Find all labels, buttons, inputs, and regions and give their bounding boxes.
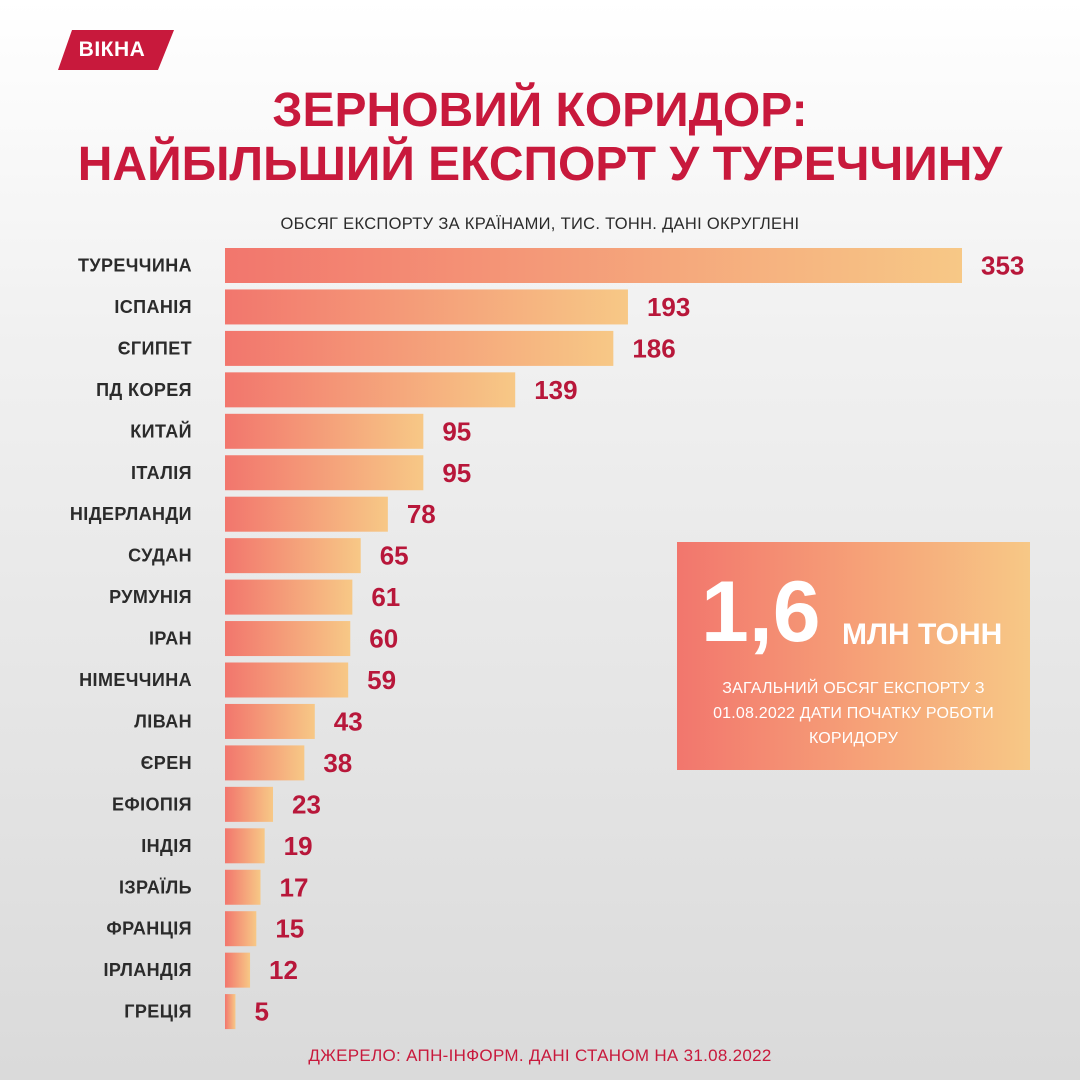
bar-5 [225, 455, 424, 491]
bar-17 [225, 952, 251, 988]
value-label: 95 [442, 416, 471, 446]
bar-16 [225, 911, 257, 947]
category-label: ПД КОРЕЯ [96, 380, 192, 400]
value-label: 43 [334, 706, 363, 736]
logo-text: ВІКНА [78, 38, 146, 61]
bar-13 [225, 786, 274, 822]
value-label: 65 [380, 541, 409, 571]
category-label: ГРЕЦІЯ [124, 1002, 192, 1022]
value-label: 12 [269, 955, 298, 985]
bar-8 [225, 579, 353, 615]
bar-1 [225, 289, 628, 325]
category-label: СУДАН [128, 546, 192, 566]
value-label: 59 [367, 665, 396, 695]
bar-11 [225, 703, 315, 739]
value-label: 95 [442, 458, 471, 488]
value-label: 139 [534, 375, 577, 405]
value-label: 353 [981, 251, 1024, 281]
category-label: НІДЕРЛАНДИ [70, 504, 192, 524]
category-label: ІНДІЯ [141, 836, 192, 856]
value-label: 17 [279, 872, 308, 902]
value-label: 19 [284, 831, 313, 861]
bar-12 [225, 745, 305, 781]
bar-0 [225, 248, 962, 283]
value-label: 23 [292, 789, 321, 819]
value-label: 38 [323, 748, 352, 778]
category-label: ІСПАНІЯ [114, 297, 192, 317]
bar-4 [225, 413, 424, 449]
value-label: 15 [275, 914, 304, 944]
category-label: ЕФІОПІЯ [112, 794, 192, 814]
page-title: ЗЕРНОВИЙ КОРИДОР: НАЙБІЛЬШИЙ ЕКСПОРТ У Т… [0, 84, 1080, 192]
bar-2 [225, 330, 614, 366]
total-description: ЗАГАЛЬНИЙ ОБСЯГ ЕКСПОРТУ З 01.08.2022 ДА… [713, 680, 994, 747]
value-label: 193 [647, 292, 690, 322]
category-label: ТУРЕЧЧИНА [78, 256, 192, 276]
title-line-1: ЗЕРНОВИЙ КОРИДОР: [272, 84, 808, 137]
category-label: НІМЕЧЧИНА [79, 670, 192, 690]
value-label: 60 [369, 624, 398, 654]
value-label: 61 [371, 582, 400, 612]
bar-14 [225, 828, 265, 864]
logo-badge-shape [58, 30, 174, 70]
chart-subtitle: ОБСЯГ ЕКСПОРТУ ЗА КРАЇНАМИ, ТИС. ТОНН. Д… [280, 215, 800, 233]
category-label: ІЗРАЇЛЬ [119, 877, 192, 897]
category-label: ІТАЛІЯ [131, 463, 192, 483]
category-label: РУМУНІЯ [109, 587, 192, 607]
category-label: КИТАЙ [130, 420, 192, 441]
value-label: 78 [407, 499, 436, 529]
value-label: 186 [632, 333, 675, 363]
category-label: ІРЛАНДІЯ [104, 960, 192, 980]
category-label: ЄРЕН [141, 753, 192, 773]
bar-7 [225, 538, 361, 574]
category-label: ФРАНЦІЯ [106, 919, 192, 939]
category-label: ЄГИПЕТ [118, 338, 192, 358]
category-label: ІРАН [149, 629, 192, 649]
source-note: ДЖЕРЕЛО: АПН-ІНФОРМ. ДАНІ СТАНОМ НА 31.0… [308, 1046, 772, 1065]
total-unit: МЛН ТОНН [842, 618, 1003, 651]
value-label: 5 [254, 997, 268, 1027]
bar-18 [225, 994, 236, 1030]
bar-10 [225, 662, 349, 698]
bar-15 [225, 869, 261, 905]
total-value: 1,6 [701, 564, 821, 660]
bar-3 [225, 372, 516, 408]
bar-6 [225, 496, 388, 532]
bar-9 [225, 621, 351, 657]
category-label: ЛІВАН [134, 711, 192, 731]
title-line-2: НАЙБІЛЬШИЙ ЕКСПОРТ У ТУРЕЧЧИНУ [77, 138, 1003, 191]
brand-logo: ВІКНА [58, 30, 174, 70]
total-export-card: 1,6 МЛН ТОНН ЗАГАЛЬНИЙ ОБСЯГ ЕКСПОРТУ З … [677, 542, 1030, 770]
